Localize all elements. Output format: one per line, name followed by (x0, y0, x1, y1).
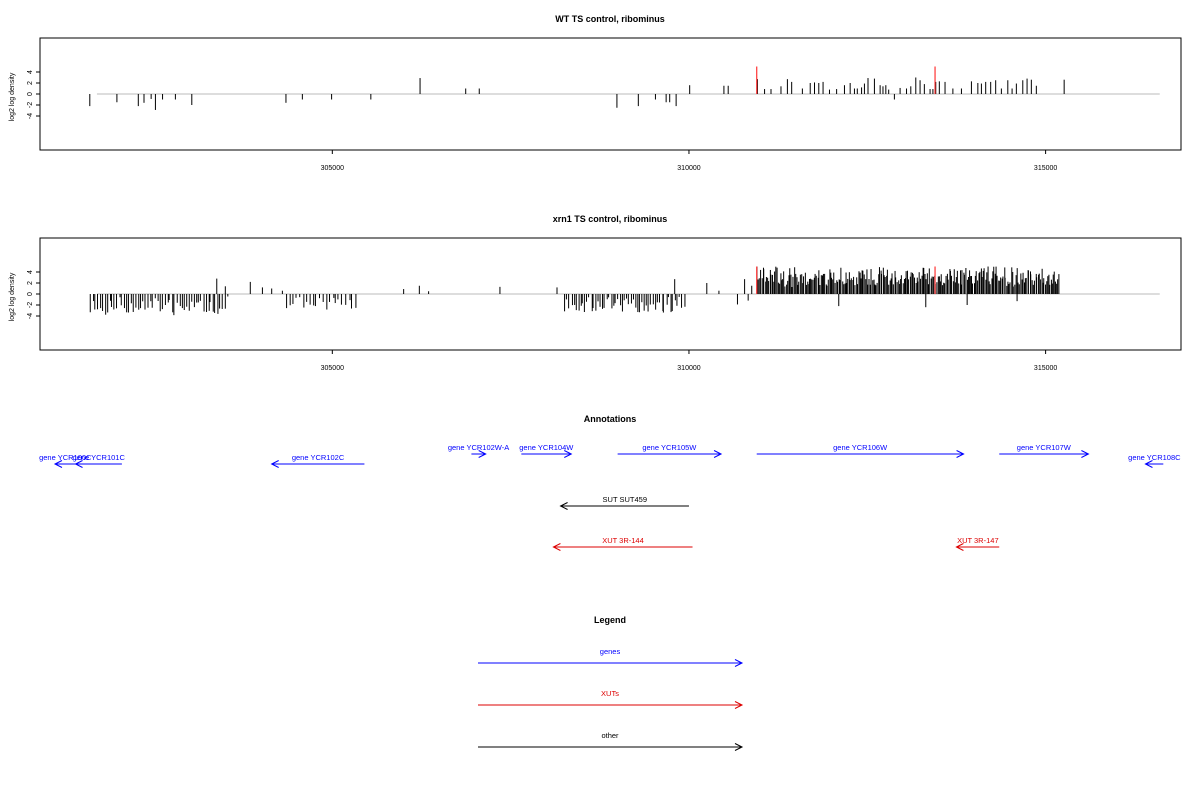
xrn1-density-bars (89, 266, 1160, 316)
xrn1-y-tick-label: 2 (27, 281, 34, 285)
feature-arrow (74, 460, 122, 468)
wt-y-ticks: 4 2 0 -2 -4 (27, 70, 40, 119)
legend-label: other (601, 731, 619, 740)
wt-y-axis-label: log2 log density (9, 72, 16, 121)
wt-x-ticks: 305000 310000 315000 (321, 150, 1057, 172)
feature-label: gene YCR107W (1017, 443, 1072, 452)
feature-arrow (1144, 460, 1164, 468)
feature-arrow (756, 450, 965, 458)
legend-title: Legend (594, 615, 626, 625)
xrn1-density-panel: xrn1 TS control, ribominus log2 log dens… (9, 214, 1182, 372)
xrn1-x-tick-label: 315000 (1034, 365, 1057, 372)
wt-y-tick-label: 4 (27, 70, 34, 74)
wt-y-tick-label: -4 (27, 113, 34, 119)
wt-x-tick-label: 315000 (1034, 165, 1057, 172)
xrn1-y-tick-label: -4 (27, 313, 34, 319)
feature-arrow (53, 460, 76, 468)
feature-arrow (521, 450, 573, 458)
feature-arrow (552, 543, 693, 551)
feature-arrow (270, 460, 365, 468)
feature-label: gene YCR105W (642, 443, 697, 452)
xrn1-y-tick-label: -2 (27, 302, 34, 308)
xrn1-y-tick-label: 4 (27, 270, 34, 274)
wt-y-tick-label: 0 (27, 92, 34, 96)
legend-label: genes (600, 647, 621, 656)
legend-arrow (478, 659, 744, 667)
wt-panel-title: WT TS control, ribominus (555, 14, 665, 24)
feature-label: gene YCR102W-A (448, 443, 509, 452)
wt-density-bars (89, 66, 1160, 110)
feature-label: XUT 3R-144 (602, 536, 644, 545)
feature-arrow (999, 450, 1090, 458)
xrn1-y-ticks: 4 2 0 -2 -4 (27, 270, 40, 319)
legend-label: XUTs (601, 689, 619, 698)
annotations-title: Annotations (584, 414, 637, 424)
xrn1-y-axis-label: log2 log density (9, 272, 16, 321)
feature-arrow (955, 543, 1000, 551)
xrn1-x-ticks: 305000 310000 315000 (321, 350, 1057, 372)
feature-label: SUT SUT459 (603, 495, 647, 504)
feature-label: XUT 3R-147 (957, 536, 999, 545)
feature-label: gene YCR108C (1128, 453, 1181, 462)
feature-label: gene YCR106W (833, 443, 888, 452)
legend-arrow (478, 743, 744, 751)
wt-density-panel: WT TS control, ribominus log2 log densit… (9, 14, 1182, 172)
wt-y-tick-label: 2 (27, 81, 34, 85)
feature-arrow (471, 450, 487, 458)
legend: Legend genes XUTs other (478, 615, 744, 751)
wt-x-tick-label: 310000 (677, 165, 700, 172)
xrn1-panel-title: xrn1 TS control, ribominus (553, 214, 668, 224)
feature-arrow (559, 502, 689, 510)
feature-label: gene YCR104W (519, 443, 574, 452)
feature-label: gene YCR102C (292, 453, 345, 462)
wt-y-tick-label: -2 (27, 102, 34, 108)
xrn1-x-tick-label: 305000 (321, 365, 344, 372)
feature-label: gene YCR101C (73, 453, 126, 462)
legend-items: genes XUTs other (478, 647, 744, 751)
legend-arrow (478, 701, 744, 709)
feature-arrow (617, 450, 723, 458)
xrn1-x-tick-label: 310000 (677, 365, 700, 372)
feature-label: gene YCR100C (39, 453, 92, 462)
xrn1-y-tick-label: 0 (27, 292, 34, 296)
wt-x-tick-label: 305000 (321, 165, 344, 172)
